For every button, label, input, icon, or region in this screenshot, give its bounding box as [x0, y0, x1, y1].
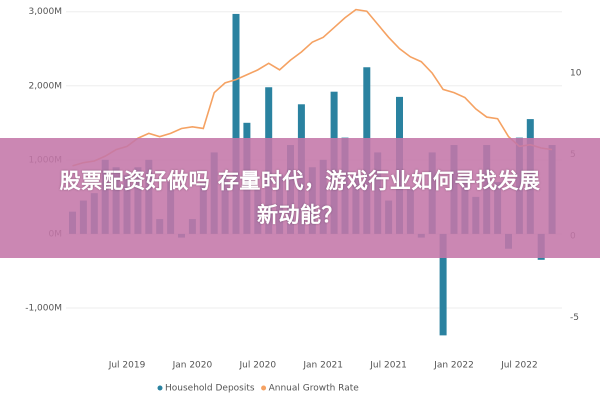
headline-line: 新动能？	[257, 203, 343, 227]
headline-banner: 股票配资好做吗 存量时代，游戏行业如何寻找发展 新动能？	[0, 138, 600, 258]
legend-label: Household Deposits	[165, 384, 255, 394]
x-tick-label: Jul 2019	[108, 361, 146, 371]
y-tick-label: 3,000M	[28, 7, 62, 17]
x-tick-label: Jul 2022	[500, 361, 538, 371]
legend-marker	[261, 385, 267, 391]
x-tick-label: Jan 2020	[172, 361, 213, 371]
x-tick-label: Jan 2021	[302, 361, 343, 371]
legend-label: Annual Growth Rate	[269, 384, 360, 394]
y-tick-label: 2,000M	[28, 81, 62, 91]
x-tick-label: Jul 2021	[369, 361, 407, 371]
headline-line: 股票配资好做吗 存量时代，游戏行业如何寻找发展	[59, 169, 541, 193]
growth-line	[72, 8, 553, 167]
y2-tick-label: -5	[570, 313, 579, 323]
y-tick-label: -1,000M	[25, 303, 62, 313]
bar	[439, 233, 447, 336]
y2-tick-label: 10	[570, 69, 582, 79]
legend-marker	[157, 385, 163, 391]
x-tick-label: Jul 2020	[238, 361, 276, 371]
bar	[232, 13, 240, 234]
x-tick-label: Jan 2022	[433, 361, 474, 371]
